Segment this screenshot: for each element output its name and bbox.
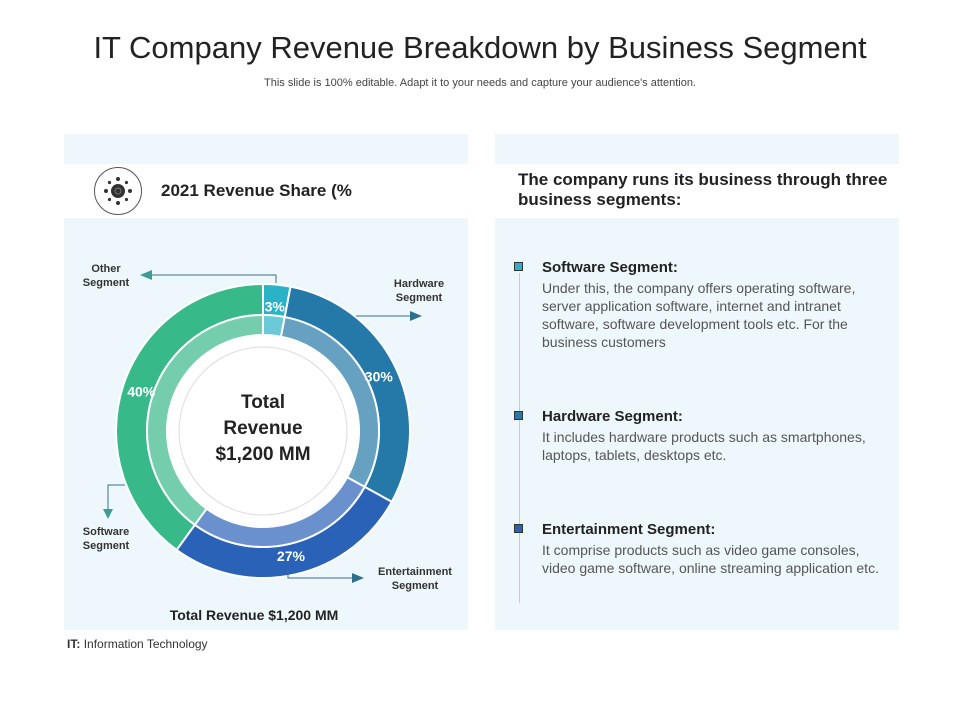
callout-line [107,484,125,511]
callout-arrow-icon [140,270,152,280]
gear-network-icon [94,167,142,215]
callout-label: Software [83,526,129,538]
left-panel-top-band [64,134,468,164]
data-label: 27% [277,548,306,564]
data-label: 40% [127,383,156,399]
right-heading: The company runs its business through th… [518,170,888,209]
chart-heading: 2021 Revenue Share (% [161,181,352,200]
data-label: 30% [365,369,394,385]
donut-slice-highlight-2 [194,477,365,547]
total-revenue-caption: Total Revenue $1,200 MM [169,607,339,623]
donut-inner-ring [178,346,348,516]
bullet-square-icon [514,524,523,533]
footnote-text: Information Technology [83,637,208,651]
bullet-square-icon [514,411,523,420]
right-panel [495,218,899,630]
donut-chart: 3% 30% 27% 40% Total Revenue $1,200 MM Other Seg… [83,263,453,592]
segment-text: Under this, the company offers operating… [542,280,856,350]
footnote-abbr: IT: [67,637,81,651]
callout-line [148,274,277,283]
page-title: IT Company Revenue Breakdown by Business… [93,30,867,65]
callout-label: Segment [392,580,439,592]
segment-text: It includes hardware products such as sm… [542,429,866,463]
center-text: $1,200 MM [215,444,310,465]
segment-title: Entertainment Segment: [542,521,716,538]
bullet-square-icon [514,262,523,271]
callout-label: Other [91,263,121,275]
callout-label: Hardware [394,278,444,290]
timeline-line [519,273,520,603]
callout-label: Segment [83,277,130,289]
segment-title: Hardware Segment: [542,408,683,425]
segment-text: It comprise products such as video game … [542,542,879,576]
callout-arrow-icon [410,311,422,321]
donut-slice-highlight-1 [280,317,379,487]
segment-title: Software Segment: [542,259,678,276]
donut-slice-highlight-0 [263,315,285,337]
donut-slice-highlight-3 [147,315,263,525]
center-text: Total [241,392,285,413]
callout-label: Segment [83,540,130,552]
callout-arrow-icon [352,573,364,583]
callout-line [287,571,356,579]
donut-slice-inner-3 [146,313,264,527]
footnote: IT: Information Technology [67,637,208,651]
callout-label: Entertainment [378,566,452,578]
center-text: Revenue [223,418,302,439]
right-panel-top-band [495,134,899,164]
page-subtitle: This slide is 100% editable. Adapt it to… [264,77,696,89]
data-label: 3% [265,299,286,315]
donut-hole [168,336,358,526]
callout-label: Segment [396,292,443,304]
callout-arrow-icon [103,509,113,519]
